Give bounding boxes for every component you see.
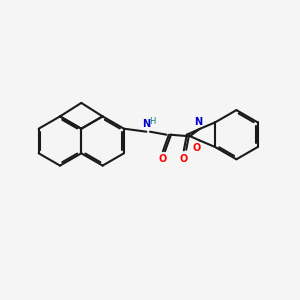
Text: O: O [159, 154, 167, 164]
Text: N: N [142, 119, 151, 129]
Text: O: O [180, 154, 188, 164]
Text: H: H [148, 117, 155, 126]
Text: O: O [193, 143, 201, 153]
Text: N: N [194, 117, 202, 127]
